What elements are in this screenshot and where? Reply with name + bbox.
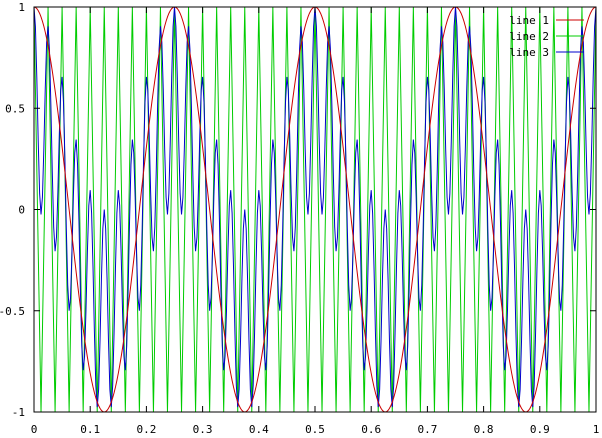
x-tick-label: 0.1 <box>80 423 100 436</box>
y-tick-label: 0.5 <box>5 102 25 115</box>
legend-label-3: line 3 <box>509 46 549 59</box>
plot-frame <box>33 6 597 413</box>
legend-label-1: line 1 <box>509 14 549 27</box>
y-tick-label: 0 <box>18 204 25 217</box>
series-line-3 <box>33 6 597 408</box>
y-tick-label: -1 <box>12 406 25 419</box>
series-layer <box>33 6 597 413</box>
x-tick-label: 0.7 <box>417 423 437 436</box>
x-tick-label: 0.8 <box>474 423 494 436</box>
x-tick-label: 0.6 <box>361 423 381 436</box>
x-tick-label: 0 <box>31 423 38 436</box>
y-tick-label: -0.5 <box>0 305 25 318</box>
x-tick-label: 0.4 <box>249 423 269 436</box>
x-tick-label: 0.5 <box>305 423 325 436</box>
x-tick-label: 0.3 <box>193 423 213 436</box>
x-tick-label: 1 <box>593 423 600 436</box>
series-line-2 <box>33 6 597 413</box>
legend: line 1 line 2 line 3 <box>509 14 584 59</box>
series-line-1 <box>33 6 597 413</box>
x-tick-label: 0.9 <box>530 423 550 436</box>
legend-label-2: line 2 <box>509 30 549 43</box>
y-tick-label: 1 <box>18 1 25 14</box>
x-tick-label: 0.2 <box>136 423 156 436</box>
